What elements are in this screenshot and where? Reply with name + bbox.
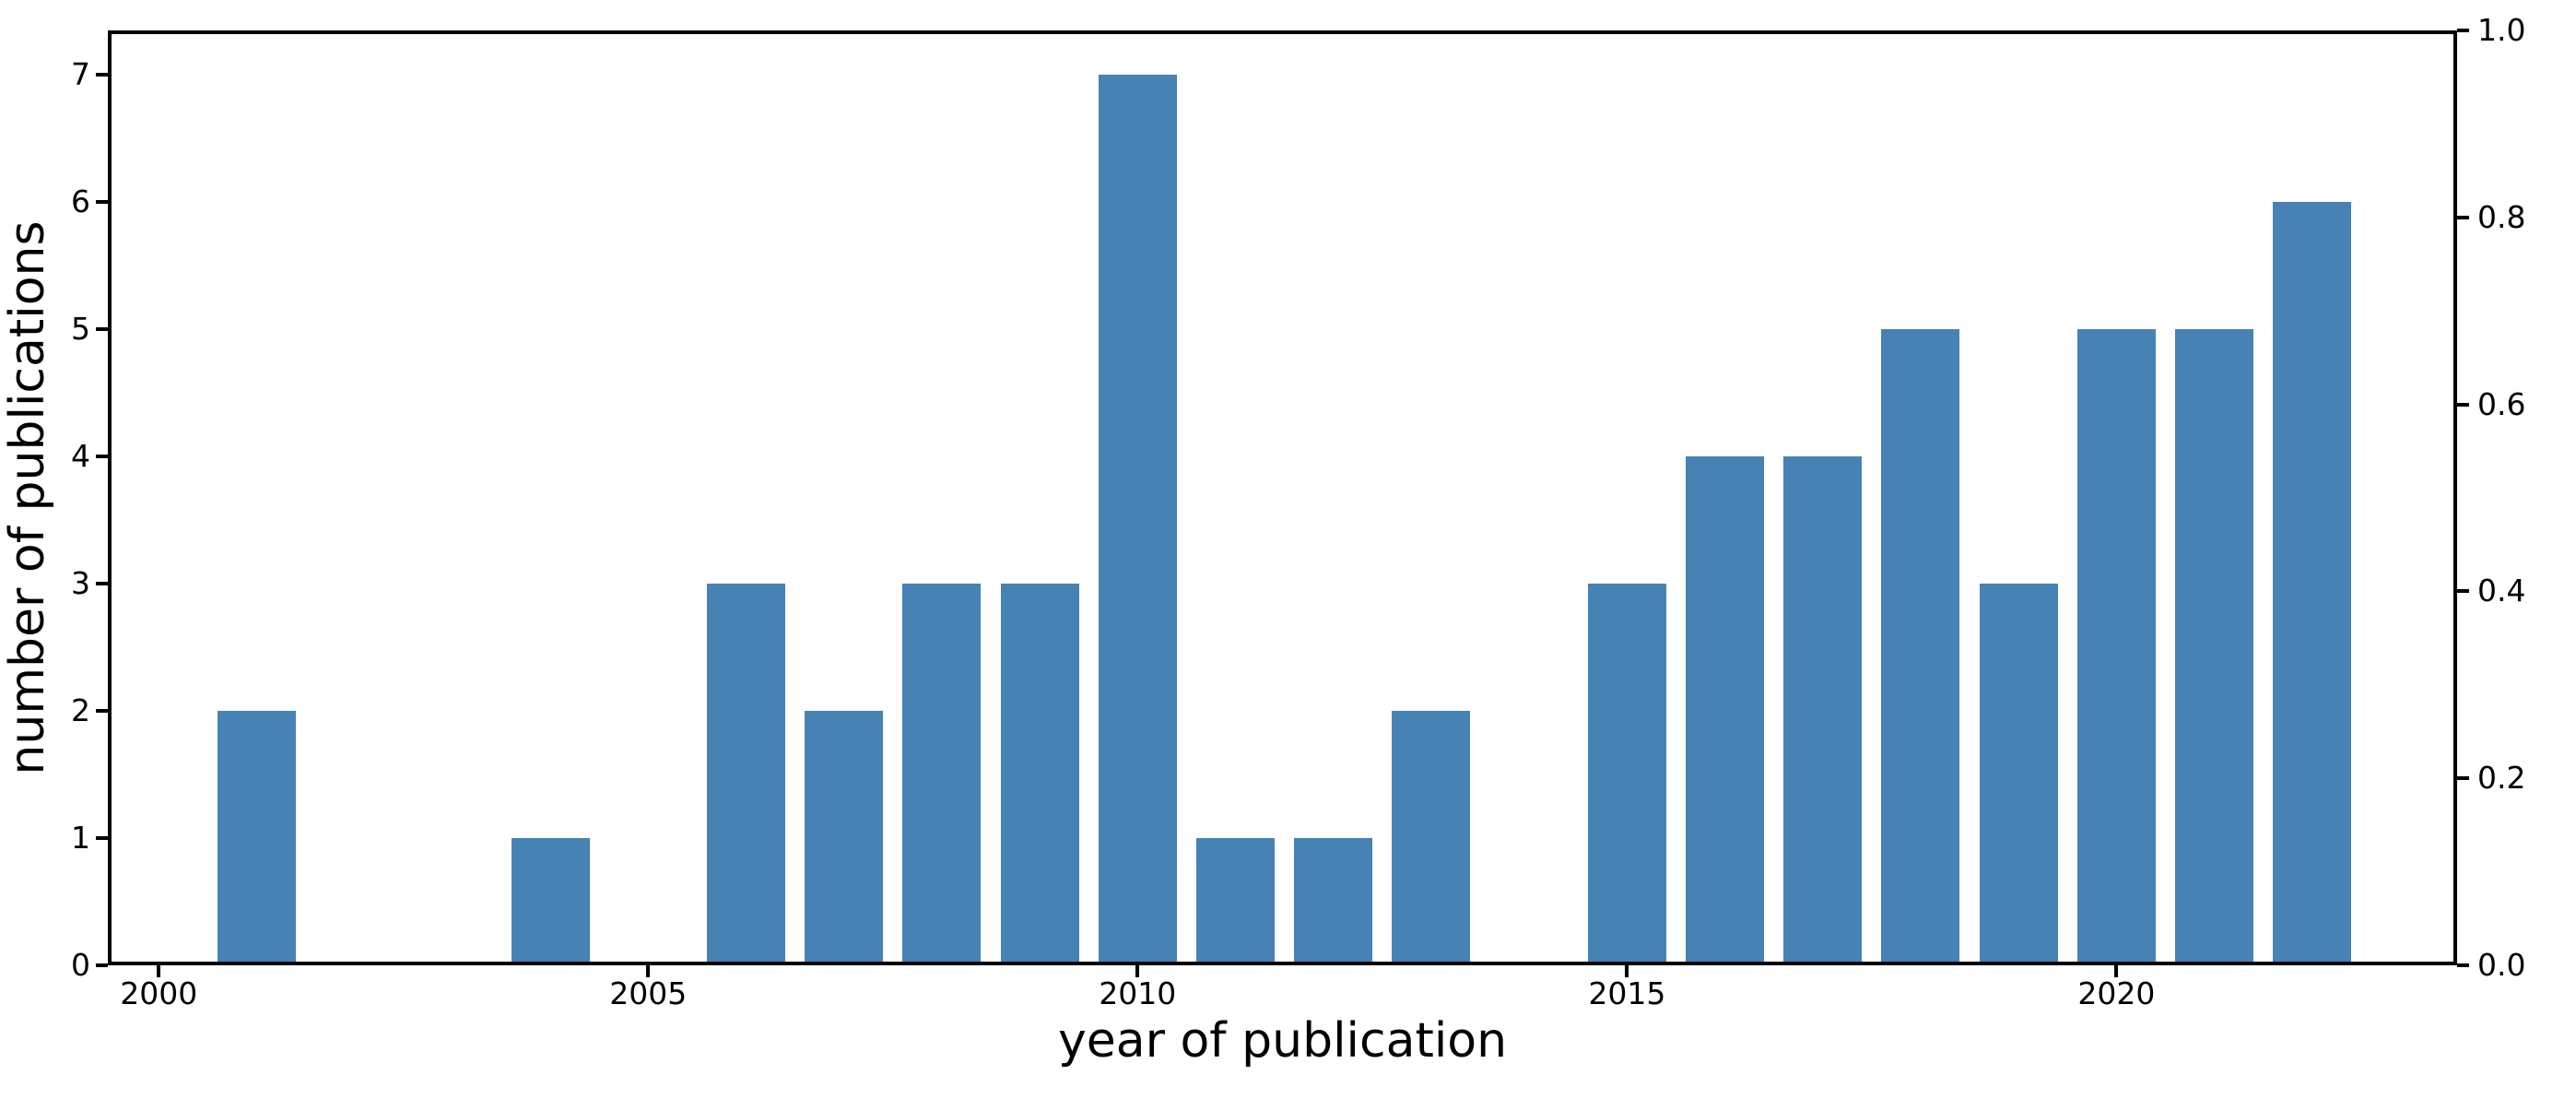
y-left-tick-4 [96, 455, 108, 459]
x-tick-label-2005: 2005 [609, 975, 688, 1011]
y-left-tick-label-0: 0 [71, 947, 90, 983]
bar-2007 [805, 711, 884, 963]
bar-2022 [2273, 202, 2352, 963]
y-right-tick-label-0.4: 0.4 [2477, 573, 2526, 609]
y-right-tick-label-0.8: 0.8 [2477, 198, 2526, 235]
bar-2019 [1979, 584, 2058, 963]
bar-2013 [1392, 711, 1471, 963]
x-tick-2015 [1625, 965, 1629, 977]
y-left-tick-label-6: 6 [71, 183, 90, 220]
bar-2018 [1881, 329, 1960, 963]
y-right-tick-0.2 [2457, 776, 2469, 781]
y-left-tick-0 [96, 963, 108, 967]
x-tick-2010 [1135, 965, 1140, 977]
y-left-tick-label-4: 4 [71, 438, 90, 475]
y-left-tick-3 [96, 582, 108, 586]
y-left-tick-6 [96, 200, 108, 205]
x-tick-2005 [646, 965, 651, 977]
y-left-tick-label-1: 1 [71, 820, 90, 857]
y-left-tick-2 [96, 709, 108, 714]
y-left-tick-1 [96, 836, 108, 841]
y-right-tick-0.0 [2457, 963, 2469, 967]
bar-2011 [1196, 838, 1275, 963]
x-tick-2020 [2114, 965, 2119, 977]
x-tick-label-2000: 2000 [120, 975, 198, 1011]
y-right-tick-0.6 [2457, 402, 2469, 407]
bar-2006 [706, 584, 785, 963]
y-right-tick-1.0 [2457, 29, 2469, 32]
bar-2017 [1783, 456, 1863, 963]
y-right-tick-label-0.6: 0.6 [2477, 385, 2526, 422]
bar-2001 [217, 711, 296, 963]
bar-2021 [2175, 329, 2254, 963]
x-tick-label-2010: 2010 [1099, 975, 1177, 1011]
y-right-tick-label-1.0: 1.0 [2477, 12, 2526, 48]
x-tick-label-2020: 2020 [2077, 975, 2156, 1011]
x-tick-2000 [157, 965, 161, 977]
y-left-tick-label-3: 3 [71, 565, 90, 602]
y-right-tick-0.4 [2457, 589, 2469, 594]
y-left-tick-5 [96, 327, 108, 332]
x-tick-label-2015: 2015 [1588, 975, 1666, 1011]
bar-2004 [511, 838, 590, 963]
y-left-tick-label-5: 5 [71, 311, 90, 348]
bar-2020 [2076, 329, 2156, 963]
y-left-tick-7 [96, 73, 108, 77]
bar-2016 [1686, 456, 1765, 963]
y-right-tick-label-0.0: 0.0 [2477, 947, 2526, 983]
y-right-tick-label-0.2: 0.2 [2477, 760, 2526, 797]
y-left-tick-label-7: 7 [71, 56, 90, 93]
bar-2010 [1098, 75, 1177, 963]
bar-2009 [1000, 584, 1079, 963]
bar-2015 [1587, 584, 1666, 963]
x-axis-title: year of publication [1057, 1013, 1508, 1069]
y-axis-title: number of publications [0, 220, 55, 775]
y-right-tick-0.8 [2457, 215, 2469, 219]
y-left-tick-label-2: 2 [71, 692, 90, 729]
bar-2012 [1294, 838, 1373, 963]
bar-2008 [902, 584, 982, 963]
